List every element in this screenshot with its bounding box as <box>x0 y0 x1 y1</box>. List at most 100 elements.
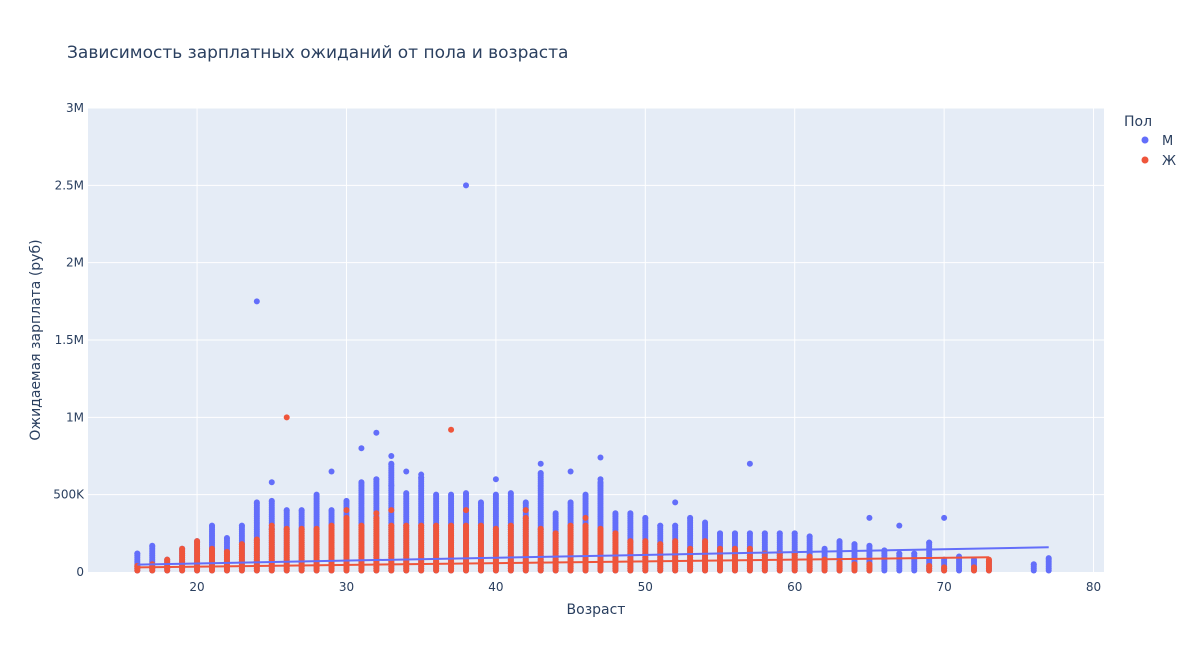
data-point <box>642 514 649 521</box>
data-point <box>358 522 365 529</box>
data-point <box>477 522 484 529</box>
gridlines <box>88 107 1104 572</box>
data-point <box>522 499 529 506</box>
data-point <box>194 538 201 545</box>
outlier-point <box>597 476 604 483</box>
data-point <box>298 507 305 514</box>
outlier-point <box>268 522 275 529</box>
outlier-point <box>388 482 395 489</box>
x-axis-title: Возраст <box>567 602 626 618</box>
outlier-point <box>328 468 335 475</box>
outlier-point <box>268 479 275 486</box>
data-point <box>642 538 649 545</box>
data-point <box>209 522 216 529</box>
outlier-point <box>448 426 455 433</box>
data-point <box>821 545 828 552</box>
data-point <box>179 545 186 552</box>
data-point <box>746 530 753 537</box>
x-tick-label: 80 <box>1086 580 1101 594</box>
outlier-point <box>253 298 260 305</box>
x-tick-label: 60 <box>787 580 802 594</box>
data-point <box>627 538 634 545</box>
data-point <box>537 470 544 477</box>
data-point <box>149 542 156 549</box>
data-point <box>358 479 365 486</box>
data-point <box>941 564 948 571</box>
y-axis-ticks: 0 500K 1M 1.5M 2M 2.5M 3M <box>53 101 85 579</box>
data-point <box>522 514 529 521</box>
outlier-point <box>492 476 499 483</box>
outlier-point <box>373 510 380 517</box>
data-point <box>223 534 230 541</box>
data-point <box>463 490 470 497</box>
outlier-point <box>463 507 470 514</box>
data-point <box>687 514 694 521</box>
legend-item-zh[interactable]: Ж <box>1141 154 1177 169</box>
data-point <box>448 522 455 529</box>
data-point <box>672 522 679 529</box>
data-point <box>283 507 290 514</box>
data-point <box>717 545 724 552</box>
data-point <box>388 460 395 467</box>
data-point <box>836 559 843 566</box>
legend-marker-zh <box>1141 156 1149 164</box>
data-point <box>418 522 425 529</box>
data-point <box>567 522 574 529</box>
data-point <box>627 510 634 517</box>
data-point <box>209 545 216 552</box>
data-point <box>433 491 440 498</box>
data-point <box>507 522 514 529</box>
y-tick-label: 500K <box>53 488 85 502</box>
data-point <box>552 510 559 517</box>
x-tick-label: 40 <box>488 580 503 594</box>
data-point <box>373 514 380 521</box>
data-point <box>328 522 335 529</box>
outlier-point <box>418 471 425 478</box>
data-point <box>567 499 574 506</box>
trendline-m <box>137 546 1049 566</box>
legend-item-m[interactable]: М <box>1141 134 1174 149</box>
data-point <box>253 536 260 543</box>
data-point <box>552 530 559 537</box>
outlier-point <box>582 514 589 521</box>
x-tick-label: 20 <box>189 580 204 594</box>
data-point <box>731 530 738 537</box>
outlier-point <box>896 522 903 529</box>
data-point <box>492 491 499 498</box>
outlier-point <box>672 499 679 506</box>
data-point <box>866 561 873 568</box>
data-point <box>328 507 335 514</box>
data-point <box>806 533 813 540</box>
outlier-point <box>746 460 753 467</box>
data-point <box>238 522 245 529</box>
y-tick-label: 2M <box>66 256 84 270</box>
data-point <box>672 538 679 545</box>
trendlines <box>137 546 1049 569</box>
data-point <box>791 530 798 537</box>
chart-title: Зависимость зарплатных ожиданий от пола … <box>67 43 568 63</box>
x-tick-label: 50 <box>638 580 653 594</box>
data-point <box>866 542 873 549</box>
data-point <box>268 497 275 504</box>
data-point <box>971 564 978 571</box>
data-point <box>388 522 395 529</box>
outlier-point <box>388 453 395 459</box>
data-point <box>343 514 350 521</box>
data-point <box>448 491 455 498</box>
data-point <box>537 525 544 532</box>
data-point <box>477 499 484 506</box>
legend-label-zh: Ж <box>1162 154 1176 169</box>
x-tick-label: 70 <box>936 580 951 594</box>
data-point <box>836 538 843 545</box>
data-point <box>463 522 470 529</box>
data-point <box>433 522 440 529</box>
data-point <box>253 499 260 506</box>
outlier-point <box>597 454 604 461</box>
data-points <box>134 182 1052 574</box>
outlier-point <box>403 468 410 475</box>
data-point <box>776 530 783 537</box>
legend-title: Пол <box>1124 114 1152 130</box>
data-point <box>687 545 694 552</box>
data-point <box>806 553 813 560</box>
